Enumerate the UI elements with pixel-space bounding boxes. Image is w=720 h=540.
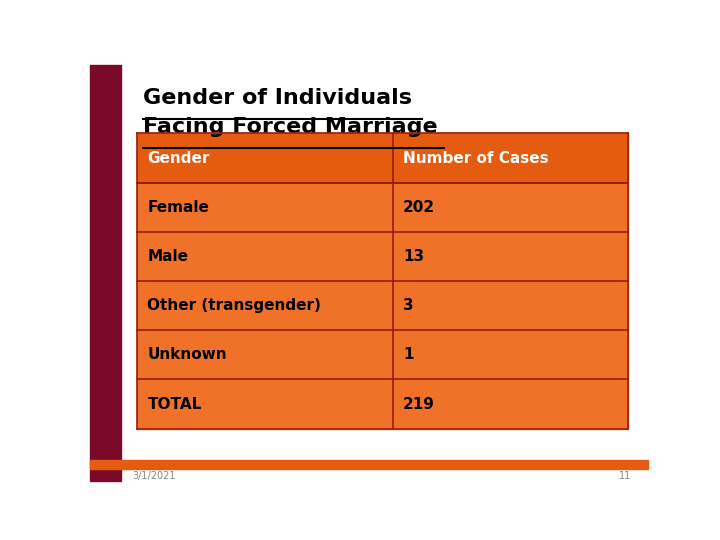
Bar (138, 183, 629, 232)
Bar (138, 330, 629, 380)
Text: TOTAL: TOTAL (148, 396, 202, 411)
Text: Unknown: Unknown (148, 347, 227, 362)
Bar (138, 380, 629, 429)
Bar (138, 232, 629, 281)
Text: Number of Cases: Number of Cases (402, 151, 549, 165)
Text: 11: 11 (619, 471, 631, 481)
Text: Gender of Individuals: Gender of Individuals (143, 87, 412, 107)
Text: 219: 219 (402, 396, 435, 411)
Text: Female: Female (148, 200, 210, 215)
Text: 1: 1 (402, 347, 413, 362)
Text: 3: 3 (402, 298, 413, 313)
Text: Other (transgender): Other (transgender) (148, 298, 321, 313)
Bar (138, 133, 629, 183)
Bar (90, 460, 648, 469)
Text: Facing Forced Marriage: Facing Forced Marriage (143, 117, 438, 137)
Text: Male: Male (148, 249, 189, 264)
Text: 3/1/2021: 3/1/2021 (132, 471, 176, 481)
Bar (138, 281, 629, 330)
Text: Gender: Gender (148, 151, 210, 165)
Text: 13: 13 (402, 249, 424, 264)
Text: 202: 202 (402, 200, 435, 215)
Bar (90, 65, 121, 481)
